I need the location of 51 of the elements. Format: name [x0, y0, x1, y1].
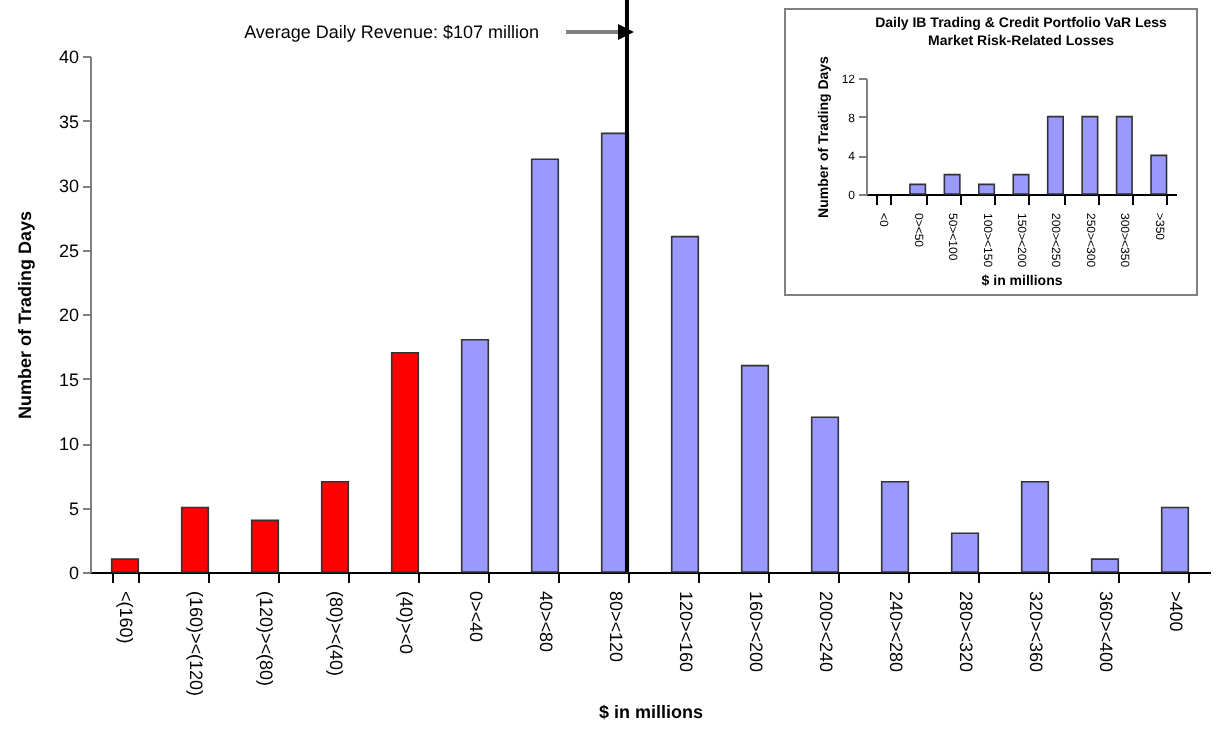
x-tick-label: 40><80	[536, 591, 556, 653]
x-tick-label: 240><280	[886, 591, 906, 673]
x-tick-label: 80><120	[606, 591, 626, 663]
bar	[180, 506, 210, 573]
y-tick-label: 40	[58, 47, 79, 67]
bar	[320, 480, 350, 573]
y-tick-label: 15	[58, 369, 79, 390]
y-tick-label: 5	[68, 498, 79, 519]
x-tick-label: >400	[1166, 591, 1186, 632]
x-tick-label: 320><360	[1026, 591, 1046, 673]
y-tick-label: 0	[68, 563, 79, 583]
bar	[1020, 480, 1050, 573]
bar	[670, 235, 700, 573]
ref-line-label: Average Daily Revenue: $107 million	[244, 22, 539, 42]
x-tick-label: 0><40	[466, 591, 486, 643]
x-tick-label: (160)><(120)	[186, 591, 206, 697]
bar	[1046, 115, 1064, 195]
x-tick-label: (80)><(40)	[326, 591, 346, 677]
y-tick-label: 30	[58, 176, 79, 196]
x-tick-label: 280><320	[956, 591, 976, 673]
x-tick-label: 360><400	[1096, 591, 1116, 673]
bar	[1090, 558, 1120, 573]
y-tick-label: 35	[58, 111, 79, 132]
bar	[1160, 506, 1190, 573]
bar	[460, 339, 490, 573]
x-tick-label: 160><200	[746, 591, 766, 673]
y-axis-title: Number of Trading Days	[14, 210, 35, 420]
bar	[943, 173, 961, 195]
bar	[740, 364, 770, 573]
bar	[978, 183, 996, 195]
x-tick-label: <(160)	[116, 591, 136, 644]
bar	[1012, 173, 1030, 195]
y-tick-label: 20	[58, 305, 79, 325]
x-tick-label: (120)><(80)	[256, 591, 276, 687]
bar	[880, 480, 910, 573]
bar	[1115, 115, 1133, 195]
x-tick-label: (40)><0	[396, 591, 416, 655]
bar	[1081, 115, 1099, 195]
y-tick-label: 25	[58, 240, 79, 261]
x-tick-label: 200><240	[816, 591, 836, 673]
bar	[1150, 154, 1168, 195]
bar	[250, 519, 280, 573]
bar	[110, 558, 140, 573]
x-axis-title: $ in millions	[598, 702, 704, 723]
x-tick-label: 120><160	[676, 591, 696, 673]
bar	[530, 158, 560, 573]
y-tick-label: 10	[58, 434, 79, 454]
bar	[810, 416, 840, 573]
bar	[390, 351, 420, 573]
bar	[909, 183, 927, 195]
bar	[950, 532, 980, 573]
